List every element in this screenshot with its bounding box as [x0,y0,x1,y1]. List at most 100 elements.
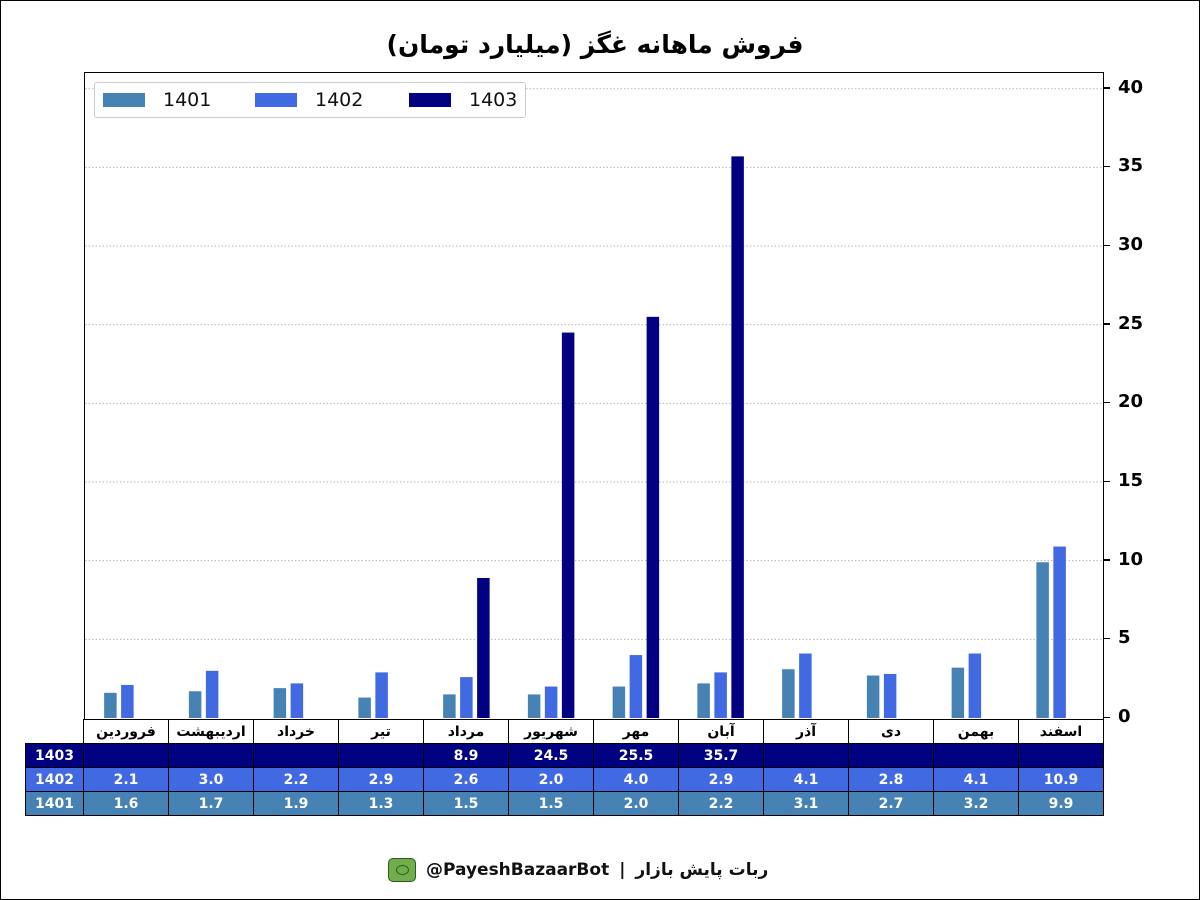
table-row: 1402 2.1 3.0 2.2 2.9 2.6 2.0 4.0 2.9 4.1 2.8 4.1 10.… [25,767,1104,792]
bar-1401-10 [951,667,965,718]
data-table: فروردین اردیبهشت خرداد تیر مرداد شهریور مهر آبا… [25,719,1104,816]
bar-1401-5 [527,694,541,718]
bar-1402-0 [121,684,134,718]
legend-label: 1401 [163,89,212,111]
bar-1402-10 [968,653,982,718]
bar-1401-1 [188,691,202,718]
data-label: 4.1 [933,767,1019,792]
y-tick [1104,716,1110,718]
data-label: 1.5 [423,791,509,816]
bar-1401-11 [1036,562,1049,718]
bar-1402-3 [375,672,388,718]
y-tick-label: 20 [1118,391,1144,413]
bar-1401-0 [104,692,117,718]
bar-1401-3 [358,697,371,718]
legend-label: 1403 [469,89,518,111]
bar-1403-6 [646,316,660,718]
y-tick [1104,165,1110,168]
chart-title: فروش ماهانه غگز (میلیارد تومان) [386,30,804,59]
bot-icon [388,858,416,882]
y-tick-label: 40 [1118,76,1144,98]
bar-1402-6 [629,655,643,718]
data-label: 1.5 [508,791,594,816]
bar-1401-6 [612,686,626,718]
y-tick [1104,480,1110,483]
bar-1403-7 [731,156,744,718]
legend-item-1401: 1401 [103,83,211,117]
y-tick-label: 30 [1118,234,1144,256]
table-row: 1401 1.6 1.7 1.9 1.3 1.5 1.5 2.0 2.2 3.1 2.7 3.2 9.9 [25,791,1104,816]
data-label: 10.9 [1018,767,1104,792]
category-label: مهر [593,719,679,744]
data-label: 4.1 [763,767,849,792]
category-label: بهمن [933,719,1019,744]
legend-label: 1402 [315,89,364,111]
bar-1402-2 [290,683,304,718]
bar-1402-8 [799,653,812,718]
bar-1403-4 [477,577,490,718]
category-label: اردیبهشت [168,719,254,744]
category-label: تیر [338,719,424,744]
row-label: 1402 [25,767,84,792]
bar-1401-8 [782,669,795,718]
data-label: 2.2 [678,791,764,816]
data-label: 1.7 [168,791,254,816]
data-label: 8.9 [423,743,509,768]
bar-1402-7 [714,672,727,718]
category-label: آبان [678,719,764,744]
legend-item-1403: 1403 [409,83,517,117]
data-label [83,743,169,768]
y-tick [1104,401,1110,404]
y-tick-label: 10 [1118,548,1144,570]
bar-1401-4 [443,694,456,718]
data-label [933,743,1019,768]
y-tick-label: 25 [1118,312,1144,334]
data-label: 9.9 [1018,791,1104,816]
data-label [1018,743,1104,768]
bar-1403-5 [561,332,575,718]
data-label: 1.6 [83,791,169,816]
data-label: 2.0 [508,767,594,792]
data-label [168,743,254,768]
data-label: 2.2 [253,767,339,792]
data-label: 24.5 [508,743,594,768]
data-label: 2.0 [593,791,679,816]
data-label: 25.5 [593,743,679,768]
bar-1401-7 [697,683,710,718]
y-tick-label: 15 [1118,470,1144,492]
data-label: 35.7 [678,743,764,768]
category-label: فروردین [83,719,169,744]
footer-separator: | [619,860,626,880]
category-label: شهریور [508,719,594,744]
bot-name: ربات پایش بازار [635,860,769,880]
row-label: 1403 [25,743,84,768]
data-label: 2.1 [83,767,169,792]
legend-swatch [103,93,145,107]
footer: @PayeshBazaarBot | ربات پایش بازار [388,856,768,884]
legend-item-1402: 1402 [255,83,363,117]
y-tick [1104,244,1110,247]
y-tick-label: 5 [1118,627,1131,649]
data-label: 3.2 [933,791,1019,816]
data-label [253,743,339,768]
data-label: 1.3 [338,791,424,816]
data-label: 3.1 [763,791,849,816]
table-row: 1403 8.9 24.5 25.5 35.7 [25,743,1104,768]
category-label: آذر [763,719,849,744]
category-label: مرداد [423,719,509,744]
y-tick [1104,323,1110,325]
data-label [848,743,934,768]
data-label: 2.9 [678,767,764,792]
row-label: 1401 [25,791,84,816]
plot-area [84,72,1104,720]
legend: 1401 1402 1403 [94,82,526,118]
y-tick [1104,559,1110,561]
data-label: 2.6 [423,767,509,792]
bot-handle: @PayeshBazaarBot [426,860,610,880]
data-label: 4.0 [593,767,679,792]
bar-chart [85,88,1102,718]
y-tick-label: 35 [1118,155,1144,177]
category-label: دی [848,719,934,744]
legend-swatch [409,93,451,107]
bar-1402-11 [1053,546,1066,718]
